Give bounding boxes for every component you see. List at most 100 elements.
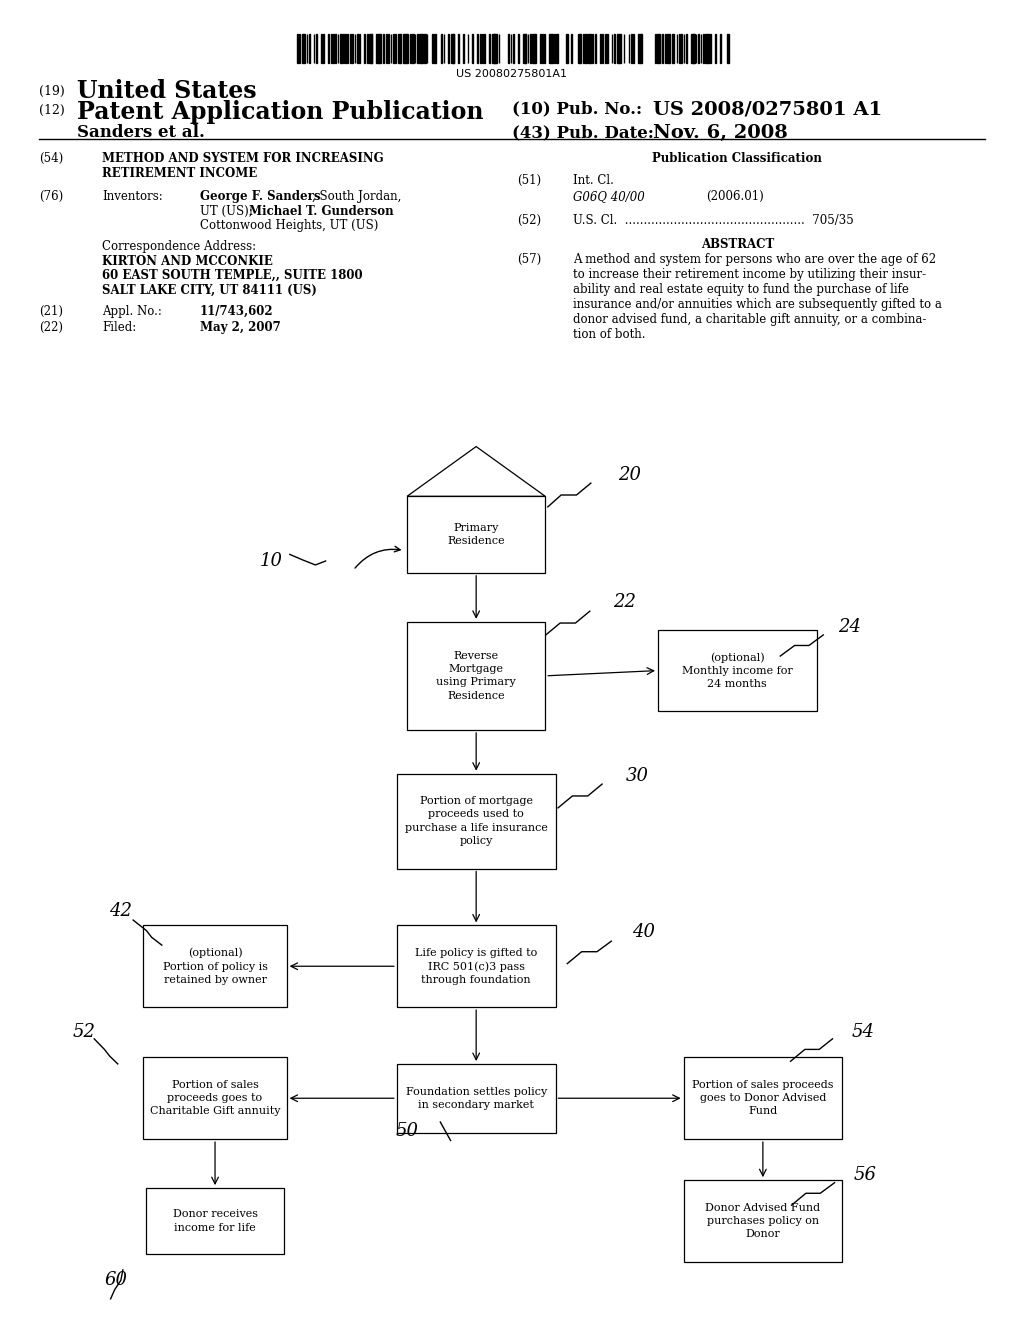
Bar: [369, 34, 372, 63]
Text: 60: 60: [104, 1271, 127, 1290]
Text: (54): (54): [39, 152, 63, 165]
Bar: [420, 34, 422, 63]
Text: George F. Sanders: George F. Sanders: [200, 190, 321, 203]
Bar: [556, 34, 558, 63]
FancyBboxPatch shape: [684, 1057, 842, 1139]
Bar: [345, 34, 346, 63]
FancyBboxPatch shape: [408, 622, 545, 730]
Text: Donor receives
income for life: Donor receives income for life: [172, 1209, 258, 1233]
Bar: [672, 34, 674, 63]
Bar: [479, 34, 480, 63]
Text: 42: 42: [110, 902, 132, 920]
Text: A method and system for persons who are over the age of 62
to increase their ret: A method and system for persons who are …: [573, 253, 942, 342]
FancyBboxPatch shape: [408, 496, 545, 573]
Bar: [706, 34, 709, 63]
FancyBboxPatch shape: [397, 925, 555, 1007]
Bar: [340, 34, 342, 63]
Text: (21): (21): [39, 305, 62, 318]
Text: (10) Pub. No.:: (10) Pub. No.:: [512, 100, 642, 117]
Text: Portion of sales
proceeds goes to
Charitable Gift annuity: Portion of sales proceeds goes to Charit…: [150, 1080, 281, 1117]
Bar: [607, 34, 608, 63]
Bar: [463, 34, 464, 63]
Bar: [691, 34, 694, 63]
Text: Portion of mortgage
proceeds used to
purchase a life insurance
policy: Portion of mortgage proceeds used to pur…: [404, 796, 548, 846]
Text: Cottonwood Heights, UT (US): Cottonwood Heights, UT (US): [200, 219, 378, 232]
Text: 54: 54: [852, 1023, 874, 1041]
Text: Patent Application Publication: Patent Application Publication: [77, 100, 483, 124]
Bar: [424, 34, 426, 63]
Text: (2006.01): (2006.01): [707, 190, 764, 203]
Bar: [395, 34, 396, 63]
Bar: [359, 34, 360, 63]
Bar: [657, 34, 660, 63]
Bar: [492, 34, 495, 63]
FancyBboxPatch shape: [397, 1064, 555, 1133]
Text: 60 EAST SOUTH TEMPLE,, SUITE 1800: 60 EAST SOUTH TEMPLE,, SUITE 1800: [102, 269, 364, 282]
Bar: [352, 34, 353, 63]
FancyBboxPatch shape: [657, 630, 817, 711]
Bar: [413, 34, 415, 63]
Text: (76): (76): [39, 190, 63, 203]
Bar: [431, 34, 432, 63]
Bar: [347, 34, 348, 63]
Bar: [595, 34, 596, 63]
Text: Reverse
Mortgage
using Primary
Residence: Reverse Mortgage using Primary Residence: [436, 651, 516, 701]
Text: (optional)
Monthly income for
24 months: (optional) Monthly income for 24 months: [682, 652, 793, 689]
Text: US 2008/0275801 A1: US 2008/0275801 A1: [653, 100, 883, 119]
Bar: [570, 34, 571, 63]
Bar: [727, 34, 729, 63]
Bar: [549, 34, 552, 63]
Text: Portion of sales proceeds
goes to Donor Advised
Fund: Portion of sales proceeds goes to Donor …: [692, 1080, 834, 1117]
Bar: [540, 34, 541, 63]
Text: G06Q 40/00: G06Q 40/00: [573, 190, 645, 203]
Text: ABSTRACT: ABSTRACT: [700, 238, 774, 251]
Bar: [357, 34, 358, 63]
FancyBboxPatch shape: [143, 925, 287, 1007]
Bar: [329, 34, 330, 63]
Bar: [449, 34, 450, 63]
Bar: [299, 34, 300, 63]
Text: US 20080275801A1: US 20080275801A1: [457, 69, 567, 79]
Bar: [586, 34, 588, 63]
Bar: [367, 34, 368, 63]
Text: (optional)
Portion of policy is
retained by owner: (optional) Portion of policy is retained…: [163, 948, 267, 985]
Bar: [386, 34, 387, 63]
Text: 52: 52: [73, 1023, 95, 1041]
Text: (19): (19): [39, 84, 65, 98]
Bar: [513, 34, 514, 63]
Bar: [494, 34, 496, 63]
Text: 30: 30: [626, 767, 648, 785]
Text: , South Jordan,: , South Jordan,: [312, 190, 401, 203]
Text: United States: United States: [77, 79, 256, 103]
Text: Inventors:: Inventors:: [102, 190, 163, 203]
Bar: [523, 34, 526, 63]
Bar: [406, 34, 408, 63]
Bar: [604, 34, 605, 63]
Bar: [600, 34, 601, 63]
Bar: [667, 34, 669, 63]
Bar: [579, 34, 581, 63]
Bar: [484, 34, 485, 63]
Bar: [616, 34, 618, 63]
Bar: [376, 34, 379, 63]
Text: METHOD AND SYSTEM FOR INCREASING
RETIREMENT INCOME: METHOD AND SYSTEM FOR INCREASING RETIREM…: [102, 152, 384, 180]
Bar: [542, 34, 543, 63]
Text: Primary
Residence: Primary Residence: [447, 523, 505, 546]
Text: 50: 50: [396, 1122, 419, 1140]
Text: Correspondence Address:: Correspondence Address:: [102, 240, 257, 253]
Bar: [708, 34, 709, 63]
Text: KIRTON AND MCCONKIE: KIRTON AND MCCONKIE: [102, 255, 273, 268]
Text: Michael T. Gunderson: Michael T. Gunderson: [249, 205, 393, 218]
Text: Int. Cl.: Int. Cl.: [573, 174, 614, 187]
Bar: [379, 34, 381, 63]
Text: Publication Classification: Publication Classification: [652, 152, 822, 165]
Bar: [641, 34, 642, 63]
Bar: [532, 34, 536, 63]
FancyBboxPatch shape: [684, 1180, 842, 1262]
Bar: [720, 34, 721, 63]
Bar: [535, 34, 536, 63]
Bar: [566, 34, 568, 63]
Bar: [343, 34, 344, 63]
FancyBboxPatch shape: [397, 774, 555, 869]
Bar: [321, 34, 322, 63]
